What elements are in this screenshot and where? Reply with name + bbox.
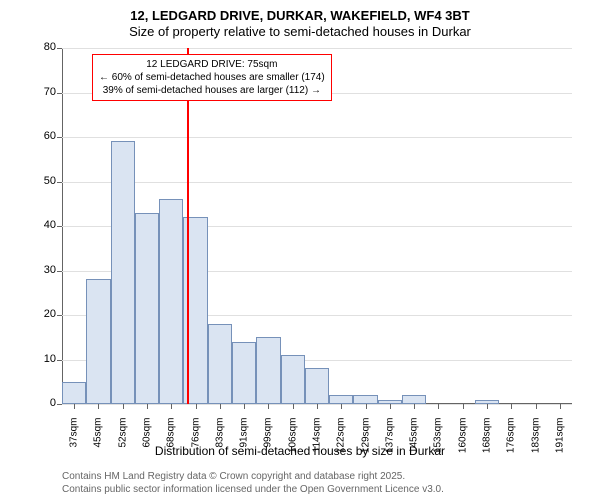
x-tick	[196, 404, 197, 409]
x-tick	[536, 404, 537, 409]
x-tick	[366, 404, 367, 409]
histogram-bar	[256, 337, 280, 404]
histogram-bar	[353, 395, 377, 404]
x-tick	[98, 404, 99, 409]
y-tick	[57, 226, 62, 227]
x-tick	[438, 404, 439, 409]
histogram-bar	[86, 279, 110, 404]
y-tick-label: 20	[16, 308, 56, 320]
y-tick-label: 30	[16, 264, 56, 276]
y-tick-label: 80	[16, 41, 56, 53]
y-tick	[57, 360, 62, 361]
y-tick	[57, 48, 62, 49]
histogram-bar	[305, 368, 329, 404]
y-tick-label: 40	[16, 219, 56, 231]
histogram-bar	[159, 199, 183, 404]
x-tick	[244, 404, 245, 409]
annotation-line1: 12 LEDGARD DRIVE: 75sqm	[99, 58, 325, 71]
x-tick	[317, 404, 318, 409]
histogram-bar	[378, 400, 402, 404]
histogram-bar	[111, 141, 135, 404]
footer-line1: Contains HM Land Registry data © Crown c…	[62, 471, 405, 482]
chart-title-line1: 12, LEDGARD DRIVE, DURKAR, WAKEFIELD, WF…	[0, 8, 600, 23]
annotation-line2: ← 60% of semi-detached houses are smalle…	[99, 71, 325, 84]
reference-vline	[187, 48, 189, 404]
y-tick-label: 60	[16, 130, 56, 142]
histogram-bar	[135, 213, 159, 404]
chart-title-line2: Size of property relative to semi-detach…	[0, 24, 600, 39]
y-tick	[57, 93, 62, 94]
x-tick	[171, 404, 172, 409]
y-tick-label: 70	[16, 86, 56, 98]
x-tick	[560, 404, 561, 409]
y-tick-label: 50	[16, 175, 56, 187]
x-tick	[414, 404, 415, 409]
x-tick	[341, 404, 342, 409]
x-tick	[487, 404, 488, 409]
y-tick-label: 10	[16, 353, 56, 365]
histogram-bar	[208, 324, 232, 404]
y-gridline	[62, 48, 572, 49]
x-axis-label: Distribution of semi-detached houses by …	[0, 444, 600, 458]
y-tick	[57, 404, 62, 405]
y-tick	[57, 137, 62, 138]
x-tick	[123, 404, 124, 409]
annotation-line3: 39% of semi-detached houses are larger (…	[99, 84, 325, 97]
y-tick	[57, 271, 62, 272]
histogram-bar	[232, 342, 256, 404]
histogram-bar	[281, 355, 305, 404]
x-tick	[293, 404, 294, 409]
y-tick	[57, 182, 62, 183]
x-tick	[147, 404, 148, 409]
x-tick	[74, 404, 75, 409]
histogram-bar	[62, 382, 86, 404]
footer-line2: Contains public sector information licen…	[62, 484, 444, 495]
plot-area: 12 LEDGARD DRIVE: 75sqm ← 60% of semi-de…	[62, 48, 572, 404]
annotation-box: 12 LEDGARD DRIVE: 75sqm ← 60% of semi-de…	[92, 54, 332, 101]
y-gridline	[62, 182, 572, 183]
x-tick	[220, 404, 221, 409]
histogram-bar	[475, 400, 499, 404]
histogram-bar	[402, 395, 426, 404]
x-tick	[390, 404, 391, 409]
x-tick	[511, 404, 512, 409]
x-tick	[268, 404, 269, 409]
histogram-bar	[329, 395, 353, 404]
chart-container: 12, LEDGARD DRIVE, DURKAR, WAKEFIELD, WF…	[0, 0, 600, 500]
x-tick	[463, 404, 464, 409]
y-tick-label: 0	[16, 397, 56, 409]
y-gridline	[62, 137, 572, 138]
y-tick	[57, 315, 62, 316]
